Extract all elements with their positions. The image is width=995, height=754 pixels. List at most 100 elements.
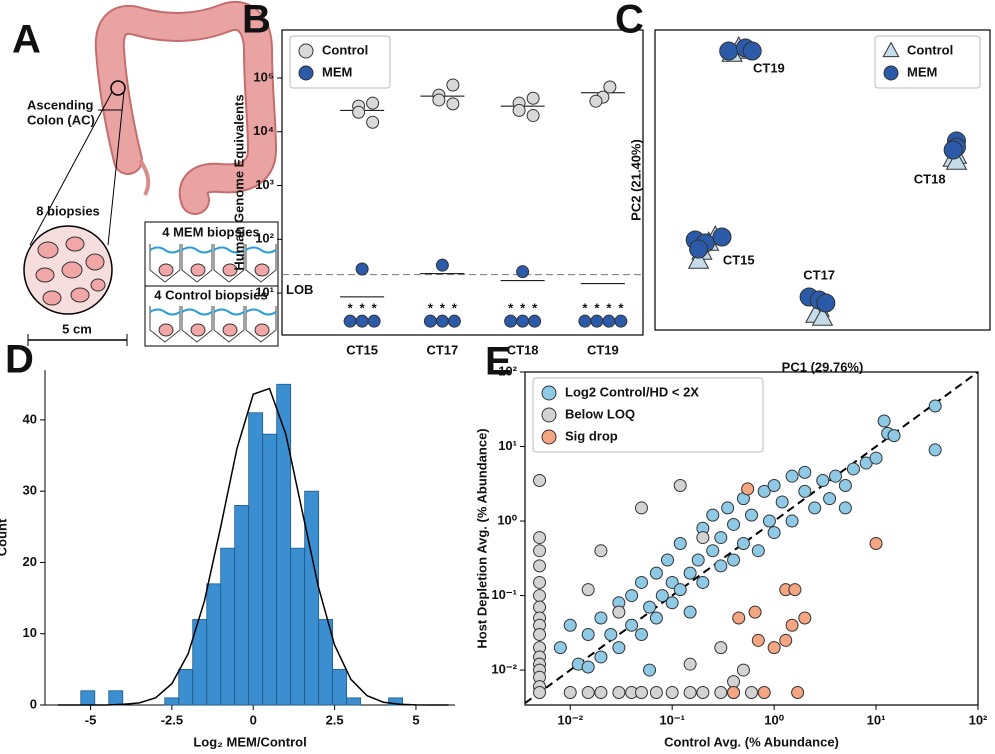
legend-marker <box>298 65 314 81</box>
asterisk: * <box>428 301 434 316</box>
legend-marker <box>882 41 900 58</box>
point <box>714 686 728 700</box>
point <box>643 600 657 614</box>
bar <box>262 433 278 706</box>
bar <box>332 668 348 706</box>
point <box>732 611 746 625</box>
x-tick-label: 10¹ <box>867 712 886 727</box>
region-label: Ascending <box>27 97 94 112</box>
x-tick-label: CT19 <box>587 342 619 357</box>
asterisk: * <box>594 301 600 316</box>
asterisk: * <box>618 301 624 316</box>
point <box>846 462 860 476</box>
bar <box>80 690 96 706</box>
panel-label: E <box>485 340 512 384</box>
point <box>594 544 608 558</box>
point <box>355 262 369 276</box>
scale-label: 5 cm <box>62 321 92 336</box>
x-tick-label: 5 <box>412 712 419 727</box>
point <box>634 628 648 642</box>
point <box>869 536 883 550</box>
y-tick-label: 0 <box>30 696 37 711</box>
point <box>823 492 837 506</box>
point <box>594 686 608 700</box>
point <box>634 686 648 700</box>
y-tick-label: 10⁻² <box>491 662 517 677</box>
bar <box>318 619 334 706</box>
point <box>553 641 567 655</box>
point <box>791 686 805 700</box>
sample-site <box>110 80 126 96</box>
point <box>869 451 883 465</box>
asterisk: * <box>582 301 588 316</box>
legend-label: MEM <box>322 64 352 79</box>
point <box>590 314 604 328</box>
plot-frame <box>654 29 991 331</box>
x-tick-label: 0 <box>250 712 257 727</box>
point <box>665 596 679 610</box>
y-tick-label: 10⁰ <box>497 512 517 527</box>
point <box>828 469 842 483</box>
control-label: 4 Control biopsies <box>154 287 267 302</box>
point <box>643 663 657 677</box>
point <box>343 314 357 328</box>
y-tick-label: 10⁵ <box>253 69 274 84</box>
point <box>877 414 891 428</box>
zoom-line <box>29 91 113 246</box>
bar <box>248 412 264 706</box>
y-tick-label: 10¹ <box>255 285 274 300</box>
legend-marker <box>298 43 314 59</box>
legend-marker <box>883 65 899 81</box>
point <box>516 314 530 328</box>
asterisk: * <box>606 301 612 316</box>
point <box>762 514 776 528</box>
point <box>727 675 741 689</box>
y-axis-label: Host Depletion Avg. (% Abundance) <box>474 428 489 648</box>
point <box>512 103 526 117</box>
point <box>533 628 547 642</box>
point <box>594 611 608 625</box>
point <box>612 686 626 700</box>
legend-marker <box>541 429 557 445</box>
mem-label: 4 MEM biopsies <box>162 224 260 239</box>
region-label: Colon (AC) <box>27 112 95 127</box>
x-tick-label: 2.5 <box>326 712 344 727</box>
bar <box>206 583 222 706</box>
point <box>594 650 608 664</box>
point <box>366 115 380 129</box>
asterisk: * <box>360 301 366 316</box>
point <box>714 531 728 545</box>
point <box>751 544 765 558</box>
y-tick-label: 10 <box>23 625 37 640</box>
point <box>581 660 595 674</box>
point <box>745 686 758 700</box>
point <box>838 501 852 515</box>
point <box>751 633 765 647</box>
point <box>526 109 540 123</box>
point <box>533 589 547 603</box>
x-axis-label: PC1 (29.76%) <box>782 359 864 374</box>
point <box>625 589 639 603</box>
point <box>727 553 741 567</box>
point <box>811 306 834 326</box>
point <box>887 429 901 443</box>
point <box>757 484 771 498</box>
legend-label: Log2 Control/HD < 2X <box>565 384 699 399</box>
x-axis-label: Log₂ MEM/Control <box>193 734 306 749</box>
panel-label: B <box>242 0 271 42</box>
point <box>706 544 720 558</box>
identity-line <box>524 371 979 704</box>
bar <box>304 490 320 706</box>
legend-box <box>874 35 981 89</box>
point <box>673 536 687 550</box>
point <box>816 473 830 487</box>
asterisk: * <box>372 301 378 316</box>
point <box>785 469 799 483</box>
point <box>602 314 616 328</box>
cluster-label: CT17 <box>803 267 835 282</box>
fit-curve <box>58 387 449 706</box>
point <box>673 478 687 492</box>
point <box>655 589 669 603</box>
point <box>352 105 366 119</box>
